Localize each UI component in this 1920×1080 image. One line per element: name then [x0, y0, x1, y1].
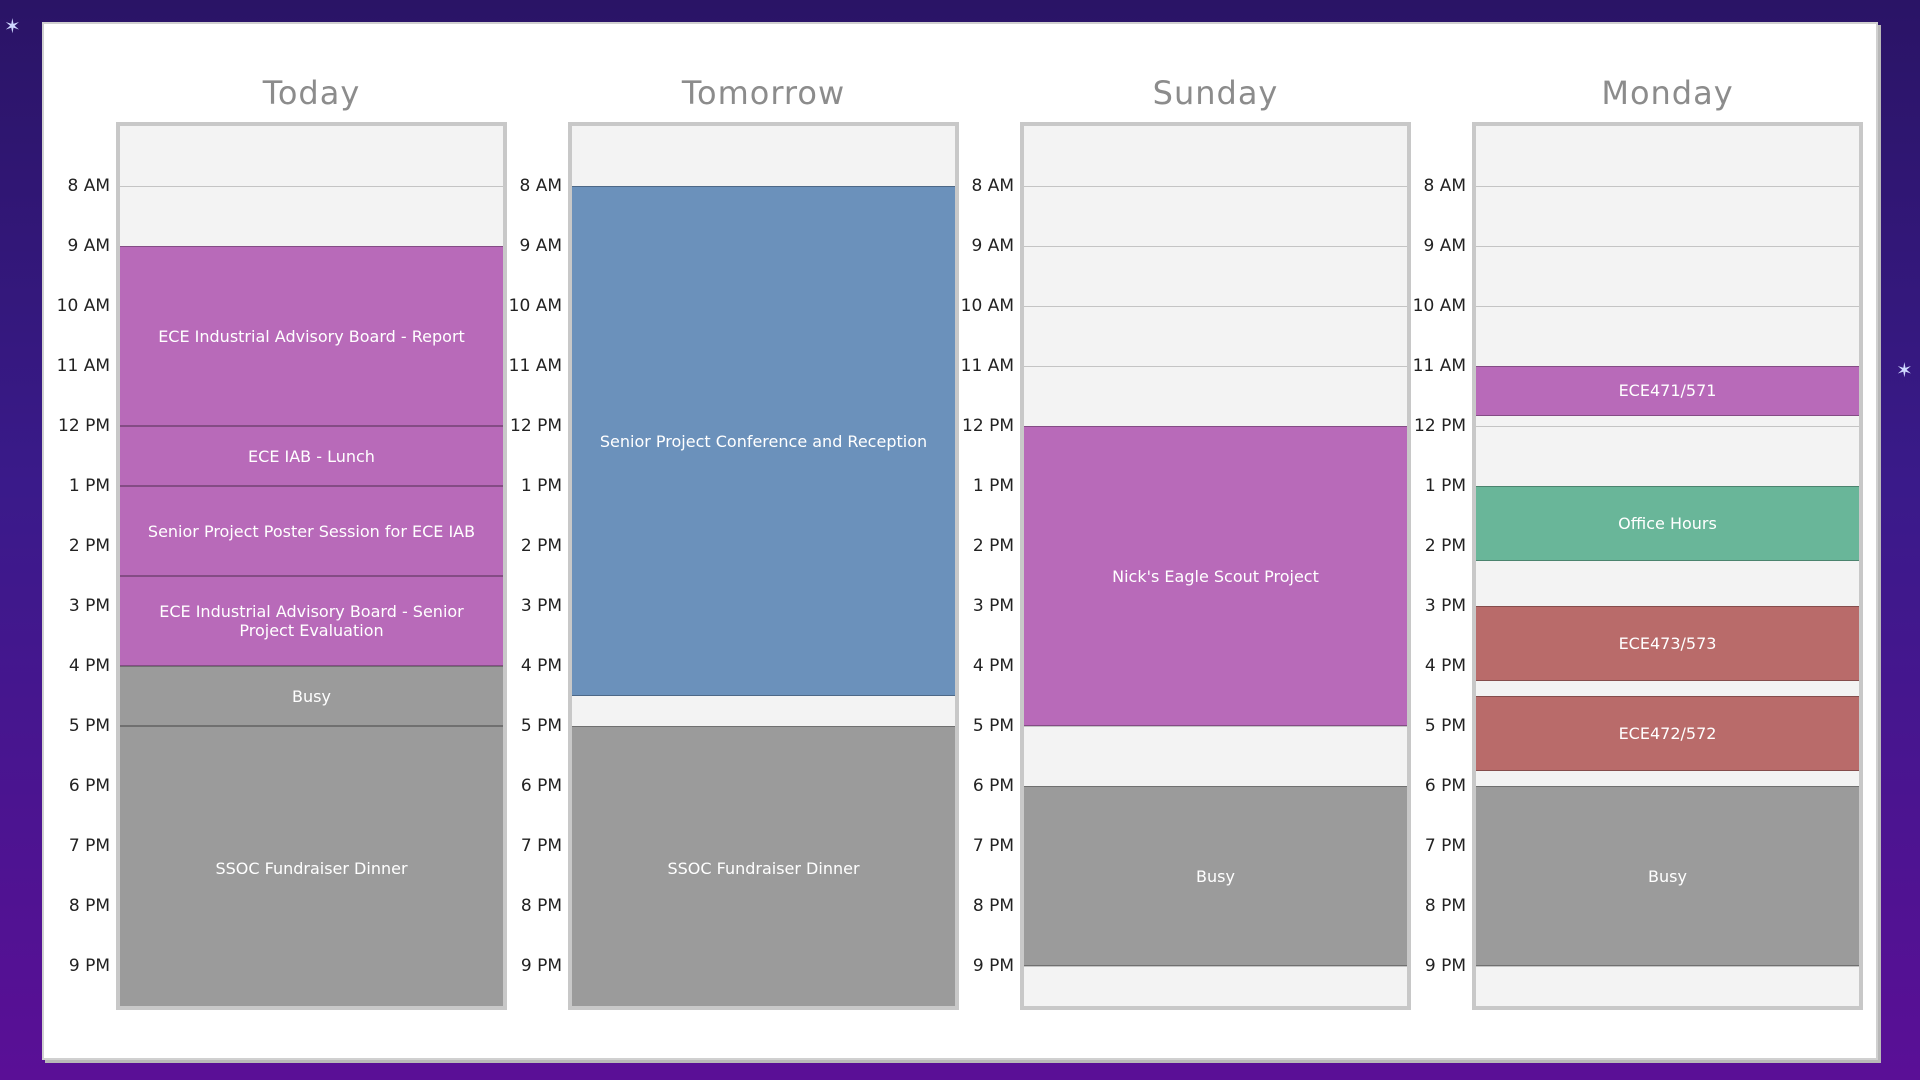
hour-label: 9 AM: [971, 236, 1014, 256]
day-column-monday: ECE471/571 Office Hours ECE473/573 ECE472/5…: [1472, 122, 1863, 1010]
hour-label: 6 PM: [1424, 776, 1466, 796]
calendar-event[interactable]: Nick's Eagle Scout Project: [1024, 426, 1407, 726]
hour-label: 2 PM: [972, 536, 1014, 556]
hour-label: 1 PM: [1424, 476, 1466, 496]
calendar-event[interactable]: SSOC Fundraiser Dinner: [120, 726, 503, 1006]
hour-label: 12 PM: [58, 416, 110, 436]
hour-label: 12 PM: [962, 416, 1014, 436]
hour-label: 4 PM: [1424, 656, 1466, 676]
calendar-event[interactable]: ECE Industrial Advisory Board - Report: [120, 246, 503, 426]
calendar-event[interactable]: SSOC Fundraiser Dinner: [572, 726, 955, 1006]
hour-label: 9 PM: [520, 956, 562, 976]
day-column-tomorrow: Senior Project Conference and Reception S…: [568, 122, 959, 1010]
day-title-sunday: Sunday: [1152, 74, 1279, 112]
hour-gridline: [1476, 966, 1859, 967]
hour-label: 7 PM: [972, 836, 1014, 856]
hour-label: 1 PM: [68, 476, 110, 496]
hour-label: 4 PM: [972, 656, 1014, 676]
calendar-event[interactable]: ECE Industrial Advisory Board - Senior P…: [120, 576, 503, 666]
hour-label: 3 PM: [68, 596, 110, 616]
hour-gridline: [1024, 306, 1407, 307]
hour-label: 7 PM: [520, 836, 562, 856]
calendar-event[interactable]: Busy: [120, 666, 503, 726]
calendar-event[interactable]: Senior Project Conference and Reception: [572, 186, 955, 696]
hour-label: 8 AM: [971, 176, 1014, 196]
calendar-event[interactable]: Senior Project Poster Session for ECE IA…: [120, 486, 503, 576]
hour-label: 11 AM: [56, 356, 110, 376]
hour-label: 10 AM: [508, 296, 562, 316]
hour-label: 1 PM: [972, 476, 1014, 496]
hour-label: 9 AM: [67, 236, 110, 256]
hour-label: 8 PM: [1424, 896, 1466, 916]
hour-label: 6 PM: [68, 776, 110, 796]
hour-label: 3 PM: [972, 596, 1014, 616]
day-title-today: Today: [262, 74, 361, 112]
hour-label: 11 AM: [1412, 356, 1466, 376]
hour-label: 8 AM: [67, 176, 110, 196]
hour-label: 3 PM: [1424, 596, 1466, 616]
hour-label: 12 PM: [1414, 416, 1466, 436]
hour-label: 8 PM: [972, 896, 1014, 916]
calendar-event[interactable]: Busy: [1024, 786, 1407, 966]
hour-gridline: [1024, 246, 1407, 247]
hour-label: 8 AM: [1423, 176, 1466, 196]
hour-gridline: [1024, 966, 1407, 967]
hour-label: 12 PM: [510, 416, 562, 436]
hour-gridline: [1476, 306, 1859, 307]
calendar-panel: Today Tomorrow Sunday Monday ECE Industr…: [42, 22, 1878, 1060]
hour-label: 2 PM: [68, 536, 110, 556]
hour-label: 7 PM: [68, 836, 110, 856]
hour-label: 8 PM: [68, 896, 110, 916]
hour-label: 2 PM: [1424, 536, 1466, 556]
hour-gridline: [1476, 186, 1859, 187]
hour-label: 7 PM: [1424, 836, 1466, 856]
day-title-tomorrow: Tomorrow: [681, 74, 846, 112]
sparkle-icon: ✶: [1896, 358, 1913, 382]
hour-label: 10 AM: [56, 296, 110, 316]
hour-gridline: [120, 186, 503, 187]
day-column-sunday: Nick's Eagle Scout Project Busy: [1020, 122, 1411, 1010]
hour-gridline: [1476, 426, 1859, 427]
hour-label: 11 AM: [508, 356, 562, 376]
hour-label: 9 PM: [68, 956, 110, 976]
hour-gridline: [1024, 366, 1407, 367]
hour-label: 5 PM: [1424, 716, 1466, 736]
hour-label: 5 PM: [972, 716, 1014, 736]
hour-label: 4 PM: [68, 656, 110, 676]
hour-label: 9 PM: [972, 956, 1014, 976]
hour-label: 10 AM: [1412, 296, 1466, 316]
hour-label: 11 AM: [960, 356, 1014, 376]
hour-label: 5 PM: [520, 716, 562, 736]
sparkle-icon: ✶: [4, 14, 21, 38]
calendar-event[interactable]: ECE472/572: [1476, 696, 1859, 771]
hour-label: 4 PM: [520, 656, 562, 676]
hour-label: 2 PM: [520, 536, 562, 556]
calendar-event[interactable]: Busy: [1476, 786, 1859, 966]
hour-label: 9 AM: [519, 236, 562, 256]
hour-label: 9 AM: [1423, 236, 1466, 256]
calendar-event[interactable]: Office Hours: [1476, 486, 1859, 561]
day-title-monday: Monday: [1601, 74, 1734, 112]
calendar-event[interactable]: ECE473/573: [1476, 606, 1859, 681]
hour-gridline: [1476, 246, 1859, 247]
hour-label: 8 AM: [519, 176, 562, 196]
hour-label: 8 PM: [520, 896, 562, 916]
hour-gridline: [1024, 186, 1407, 187]
calendar-event[interactable]: ECE471/571: [1476, 366, 1859, 416]
hour-label: 6 PM: [972, 776, 1014, 796]
hour-label: 3 PM: [520, 596, 562, 616]
hour-label: 1 PM: [520, 476, 562, 496]
hour-gridline: [1024, 726, 1407, 727]
hour-label: 9 PM: [1424, 956, 1466, 976]
hour-label: 6 PM: [520, 776, 562, 796]
hour-label: 10 AM: [960, 296, 1014, 316]
hour-label: 5 PM: [68, 716, 110, 736]
calendar-event[interactable]: ECE IAB - Lunch: [120, 426, 503, 486]
day-column-today: ECE Industrial Advisory Board - Report EC…: [116, 122, 507, 1010]
